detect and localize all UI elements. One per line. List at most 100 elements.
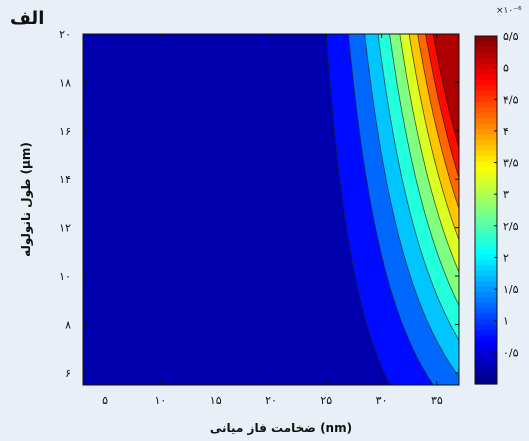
colorbar-segment <box>475 231 497 238</box>
colorbar-segment <box>475 177 497 184</box>
x-tick-label: ۲۵ <box>320 394 332 407</box>
colorbar-tick-label: ۱/۵ <box>503 283 519 296</box>
colorbar: ۰/۵ ۱ ۱/۵ ۲ ۲/۵ ۳ ۳/۵ ۴ ۴/۵ ۵ ۵/۵ <box>474 30 519 385</box>
contour-line-9 <box>425 34 459 179</box>
colorbar-segment <box>475 68 497 75</box>
colorbar-tick-label: ۴ <box>503 125 509 138</box>
colorbar-segment <box>475 46 497 53</box>
colorbar-segment <box>475 324 497 331</box>
y-tick-label: ۱۸ <box>59 76 71 89</box>
colorbar-segment <box>475 112 497 119</box>
contour-line-5 <box>389 34 459 306</box>
colorbar-segment <box>475 237 497 244</box>
contour-plot <box>83 34 459 385</box>
colorbar-segment <box>475 36 497 43</box>
colorbar-segment <box>475 155 497 162</box>
colorbar-segment <box>475 123 497 130</box>
figure-label: الف <box>10 8 45 29</box>
colorbar-segment <box>475 318 497 325</box>
colorbar-segment <box>475 226 497 233</box>
colorbar-tick-label: ۵ <box>503 62 509 75</box>
colorbar-segment <box>475 161 497 168</box>
colorbar-segment <box>475 345 497 352</box>
colorbar-segment <box>475 74 497 81</box>
colorbar-frame <box>474 35 498 385</box>
colorbar-segment <box>475 182 497 189</box>
colorbar-segment <box>475 133 497 140</box>
colorbar-segment <box>475 199 497 206</box>
y-tick-label: ۲۰ <box>59 28 71 41</box>
colorbar-segment <box>475 329 497 336</box>
colorbar-segment <box>475 373 497 380</box>
colorbar-segment <box>475 248 497 255</box>
y-tick-label: ۸ <box>65 318 71 331</box>
colorbar-tick-label: ۲/۵ <box>503 220 519 233</box>
colorbar-segment <box>475 220 497 227</box>
colorbar-segment <box>475 269 497 276</box>
contour-line-10 <box>432 34 459 149</box>
x-tick-label: ۲۰ <box>265 394 277 407</box>
colorbar-segment <box>475 280 497 287</box>
colorbar-segment <box>475 242 497 249</box>
colorbar-segment <box>475 307 497 314</box>
colorbar-segment <box>475 378 497 385</box>
colorbar-tick-label: ۴/۵ <box>503 93 519 106</box>
colorbar-tick-label: ۵/۵ <box>503 30 519 43</box>
contour-line-3 <box>364 34 459 378</box>
axes: ۵ ۱۰ ۱۵ ۲۰ ۲۵ ۳۰ ۳۵ ۶ ۸ ۱۰ ۱۲ ۱۴ ۱۶ ۱۸ ۲۰ ضخامت فاز میا… <box>19 28 460 435</box>
colorbar-segment <box>475 150 497 157</box>
colorbar-segment <box>475 275 497 282</box>
x-tick-label: ۳۰ <box>376 394 388 407</box>
contour-line-1 <box>325 34 391 385</box>
colorbar-segment <box>475 297 497 304</box>
colorbar-segment <box>475 193 497 200</box>
colorbar-tick-label: ۳ <box>503 188 509 201</box>
colorbar-segment <box>475 144 497 151</box>
colorbar-segment <box>475 351 497 358</box>
contour-line-4 <box>377 34 459 341</box>
colorbar-segment <box>475 264 497 271</box>
colorbar-segment <box>475 335 497 342</box>
colorbar-segment <box>475 188 497 195</box>
colorbar-segment <box>475 101 497 108</box>
x-tick-label: ۵ <box>102 394 108 407</box>
colorbar-segment <box>475 63 497 70</box>
y-tick-label: ۱۲ <box>59 222 71 235</box>
colorbar-tick-label: ۲ <box>503 251 509 264</box>
x-tick-label: ۱۰ <box>154 394 166 407</box>
colorbar-segment <box>475 106 497 113</box>
contour-line-7 <box>408 34 459 241</box>
contour-line-6 <box>399 34 459 273</box>
colorbar-segment <box>475 117 497 124</box>
colorbar-segment <box>475 253 497 260</box>
colorbar-segment <box>475 41 497 48</box>
colorbar-segment <box>475 79 497 86</box>
colorbar-segment <box>475 90 497 97</box>
y-tick-label: ۱۰ <box>59 270 71 283</box>
y-tick-label: ۶ <box>65 367 71 380</box>
contour-line-8 <box>417 34 459 209</box>
colorbar-tick-label: ۳/۵ <box>503 157 519 170</box>
colorbar-segment <box>475 57 497 64</box>
y-axis-label: طول نانولوله (µm) <box>19 142 34 257</box>
colorbar-segment <box>475 84 497 91</box>
colorbar-segment <box>475 362 497 369</box>
colorbar-segment <box>475 95 497 102</box>
colorbar-segment <box>475 367 497 374</box>
colorbar-segment <box>475 204 497 211</box>
colorbar-segment <box>475 286 497 293</box>
colorbar-segment <box>475 340 497 347</box>
y-tick-label: ۱۴ <box>59 173 71 186</box>
colorbar-segment <box>475 171 497 178</box>
colorbar-segment <box>475 52 497 59</box>
colorbar-segment <box>475 302 497 309</box>
colorbar-segment <box>475 215 497 222</box>
contour-line-2 <box>348 34 434 385</box>
colorbar-segment <box>475 166 497 173</box>
colorbar-multiplier: ×۱۰⁻⁶ <box>496 6 522 16</box>
colorbar-segment <box>475 210 497 217</box>
colorbar-segment <box>475 356 497 363</box>
x-tick-label: ۱۵ <box>210 394 222 407</box>
colorbar-tick-label: ۱ <box>503 315 509 328</box>
